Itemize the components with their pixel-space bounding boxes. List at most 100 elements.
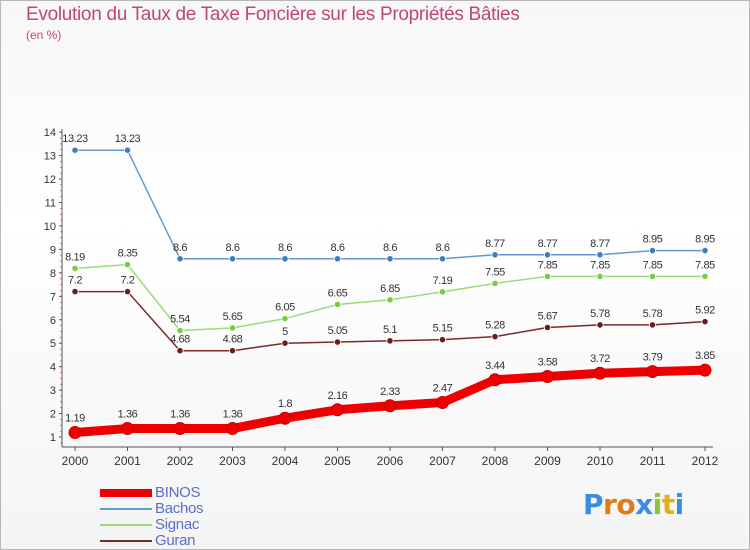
data-point-guran [333, 338, 342, 346]
legend-label: Bachos [155, 500, 204, 517]
data-label-guran: 5.78 [590, 308, 610, 320]
y-tick-label: 6 [50, 315, 56, 327]
data-point-bachos [543, 251, 552, 259]
x-tick-label: 2001 [114, 454, 141, 468]
data-label-signac: 6.85 [380, 283, 400, 295]
data-point-guran [228, 347, 237, 355]
y-tick-label: 11 [45, 198, 56, 210]
y-tick-label: 2 [50, 409, 56, 421]
data-label-bachos: 8.6 [383, 242, 397, 254]
legend-item-bachos: Bachos [100, 500, 300, 517]
data-label-guran: 4.68 [170, 334, 190, 346]
legend-item-signac: Signac [100, 516, 300, 533]
y-tick-label: 5 [50, 338, 56, 350]
data-label-binos: 1.36 [118, 409, 138, 421]
y-tick-label: 7 [50, 291, 56, 303]
data-point-bachos [386, 255, 394, 263]
y-tick-label: 14 [44, 127, 56, 139]
data-point-signac [333, 300, 342, 309]
data-point-guran [71, 288, 79, 296]
data-point-signac [701, 272, 709, 280]
data-label-guran: 7.2 [68, 275, 82, 287]
y-tick-label: 4 [50, 362, 56, 374]
logo-letter: t [661, 488, 675, 521]
data-point-bachos [228, 255, 237, 263]
legend-item-binos: BINOS [100, 484, 300, 501]
data-point-signac [596, 272, 604, 280]
data-label-signac: 7.85 [643, 259, 663, 271]
data-label-bachos: 8.6 [278, 242, 292, 254]
data-label-guran: 5.05 [328, 325, 348, 337]
data-label-signac: 8.35 [118, 248, 138, 260]
legend-label: BINOS [155, 484, 201, 501]
x-tick-label: 2005 [324, 454, 351, 468]
chart-title: Evolution du Taux de Taxe Foncière sur l… [26, 4, 520, 25]
data-label-bachos: 8.6 [173, 242, 187, 254]
data-point-signac [386, 296, 394, 304]
data-label-bachos: 8.77 [538, 238, 558, 250]
data-point-binos [121, 422, 134, 436]
chart-subtitle: (en %) [26, 28, 62, 42]
data-point-bachos [701, 246, 709, 255]
data-label-guran: 5.1 [383, 324, 397, 336]
data-label-guran: 5.67 [538, 310, 558, 322]
data-point-bachos [71, 146, 79, 154]
data-label-binos: 3.72 [590, 353, 610, 365]
data-point-binos [331, 403, 344, 417]
proxiti-logo: Proxiti [583, 488, 684, 521]
data-point-guran [648, 321, 657, 329]
data-point-bachos [596, 251, 604, 259]
logo-letter: o [616, 488, 636, 521]
data-point-guran [701, 318, 709, 326]
x-tick-label: 2000 [62, 454, 89, 468]
data-label-binos: 3.44 [485, 360, 505, 372]
data-label-binos: 1.36 [223, 409, 243, 421]
y-tick-label: 9 [50, 244, 56, 256]
data-point-guran [123, 288, 132, 296]
data-point-binos [541, 369, 554, 383]
data-point-bachos [176, 255, 184, 263]
data-label-binos: 1.8 [278, 398, 292, 410]
x-tick-label: 2004 [272, 454, 299, 468]
data-label-binos: 3.85 [695, 350, 715, 362]
logo-letter: P [583, 488, 604, 521]
data-point-signac [491, 279, 499, 288]
data-label-binos: 2.47 [433, 383, 453, 395]
data-point-signac [123, 261, 132, 269]
data-label-binos: 2.33 [380, 386, 400, 398]
data-label-bachos: 8.95 [643, 234, 663, 246]
data-point-guran [596, 321, 604, 329]
data-label-bachos: 13.23 [62, 133, 88, 145]
data-point-signac [71, 264, 79, 272]
data-label-signac: 5.54 [170, 314, 190, 326]
data-point-binos [173, 422, 187, 436]
data-label-bachos: 8.77 [590, 238, 610, 250]
x-tick-label: 2012 [692, 454, 719, 468]
data-point-guran [281, 339, 289, 347]
legend-swatch [100, 508, 152, 510]
data-point-binos [488, 373, 502, 387]
data-label-binos: 3.79 [643, 352, 663, 364]
data-label-guran: 5 [282, 326, 288, 338]
y-tick-label: 13 [44, 151, 56, 163]
logo-letter: x [635, 488, 653, 521]
y-tick-label: 10 [44, 221, 56, 233]
data-label-binos: 3.58 [538, 356, 558, 368]
data-point-signac [438, 288, 447, 296]
y-tick-label: 3 [50, 385, 56, 397]
data-point-signac [543, 272, 552, 280]
x-tick-label: 2010 [587, 454, 614, 468]
data-label-guran: 5.92 [695, 305, 715, 317]
data-point-bachos [123, 146, 132, 154]
legend-label: Guran [155, 532, 196, 549]
data-label-binos: 1.36 [170, 409, 190, 421]
data-point-binos [593, 366, 607, 380]
data-label-guran: 4.68 [223, 334, 243, 346]
data-point-signac [176, 326, 184, 335]
data-point-guran [176, 347, 184, 355]
x-tick-label: 2007 [429, 454, 456, 468]
data-point-signac [648, 272, 657, 280]
data-point-binos [278, 411, 292, 425]
data-point-signac [228, 324, 237, 332]
logo-letter: i [674, 488, 685, 521]
